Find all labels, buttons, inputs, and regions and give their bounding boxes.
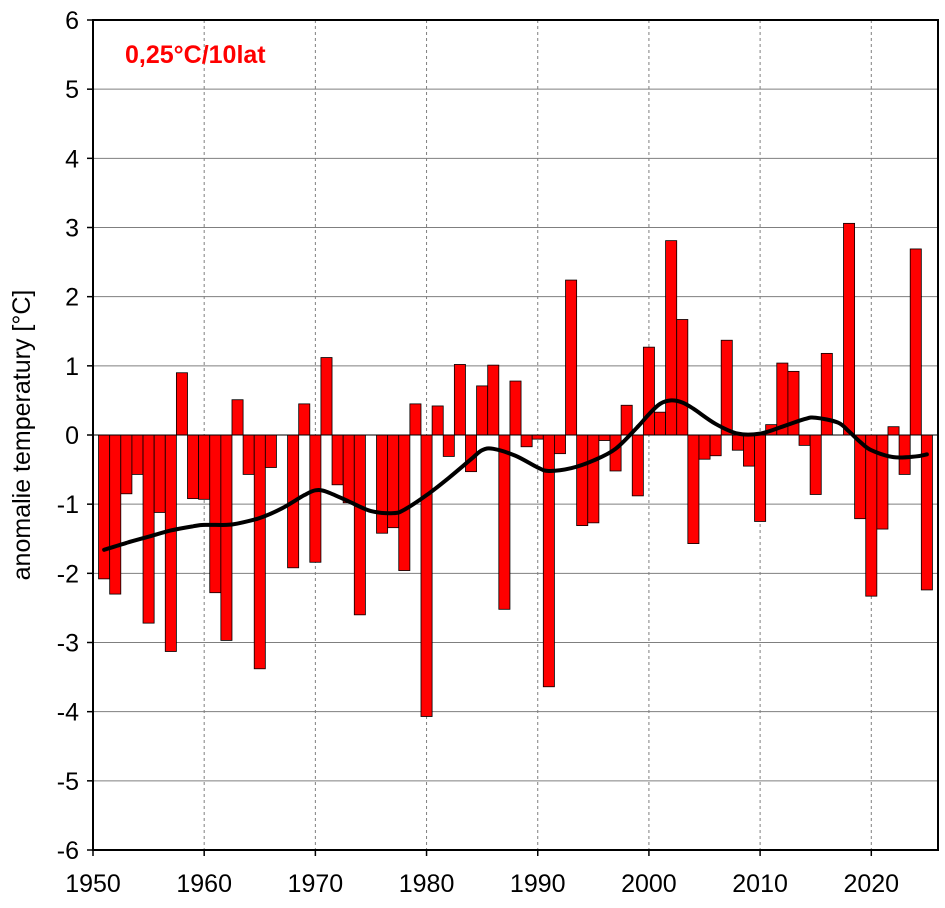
x-tick-label: 2010 bbox=[732, 870, 788, 898]
x-tick-label: 1980 bbox=[399, 870, 455, 898]
anomaly-bar bbox=[620, 404, 633, 436]
anomaly-bar bbox=[598, 434, 611, 441]
anomaly-bar bbox=[431, 405, 444, 436]
y-tick-label: -1 bbox=[57, 491, 79, 519]
anomaly-bar bbox=[743, 434, 755, 467]
anomaly-bar bbox=[120, 434, 133, 495]
y-tick-label: -3 bbox=[57, 630, 79, 658]
anomaly-bar bbox=[131, 434, 144, 475]
y-tick-label: -6 bbox=[57, 837, 79, 865]
anomaly-bar bbox=[164, 434, 177, 652]
anomaly-bar bbox=[242, 434, 255, 475]
anomaly-bar bbox=[142, 434, 155, 624]
y-tick-label: 5 bbox=[65, 76, 79, 104]
anomaly-bar bbox=[498, 434, 511, 610]
y-tick-label: -5 bbox=[57, 768, 79, 796]
y-tick-label: 0 bbox=[65, 422, 79, 450]
x-tick-label: 1950 bbox=[65, 870, 121, 898]
anomaly-bar bbox=[687, 434, 700, 544]
anomaly-bar bbox=[109, 434, 122, 595]
anomaly-bar bbox=[876, 434, 889, 530]
anomaly-bar bbox=[376, 434, 389, 534]
anomaly-bar bbox=[865, 434, 878, 597]
anomaly-bar bbox=[920, 434, 933, 591]
anomaly-bar bbox=[409, 403, 422, 436]
anomaly-bar bbox=[175, 372, 188, 436]
anomaly-bar bbox=[631, 434, 644, 497]
y-tick-label: 4 bbox=[65, 145, 79, 173]
anomaly-bar bbox=[698, 434, 711, 460]
anomaly-bar bbox=[98, 434, 111, 580]
anomaly-bar bbox=[509, 380, 522, 436]
x-tick-labels: 1950 1960 1970 1980 1990 2000 2010 2020 bbox=[65, 850, 899, 898]
anomaly-bar bbox=[298, 403, 311, 436]
anomaly-bar bbox=[264, 434, 277, 468]
anomaly-bar bbox=[565, 279, 578, 436]
anomaly-bar bbox=[587, 434, 600, 524]
x-tick-label: 1960 bbox=[176, 870, 232, 898]
y-tick-label: 1 bbox=[65, 353, 79, 381]
anomaly-bar bbox=[398, 434, 411, 571]
anomaly-bar bbox=[887, 426, 900, 436]
anomaly-bar bbox=[843, 222, 856, 436]
y-tick-label: 2 bbox=[65, 284, 79, 312]
anomaly-bar bbox=[665, 240, 678, 436]
y-tick-label: -2 bbox=[57, 560, 79, 588]
y-tick-labels: -6 -5 -4 -3 -2 -1 0 1 2 3 4 5 6 bbox=[57, 7, 93, 865]
x-tick-label: 1990 bbox=[510, 870, 566, 898]
anomaly-bar bbox=[554, 434, 566, 455]
y-tick-label: -4 bbox=[57, 699, 79, 727]
trend-line bbox=[102, 398, 929, 552]
trend-annotation: 0,25°C/10lat bbox=[125, 41, 266, 69]
anomaly-bar bbox=[342, 434, 355, 504]
anomaly-bar bbox=[754, 434, 767, 522]
anomaly-bar bbox=[642, 346, 655, 436]
anomaly-bar bbox=[198, 434, 211, 500]
anomaly-bar bbox=[676, 319, 689, 436]
anomaly-bar bbox=[820, 352, 833, 436]
anomaly-bar bbox=[809, 434, 822, 495]
anomaly-bar bbox=[220, 434, 233, 641]
anomaly-bar bbox=[320, 357, 333, 436]
anomaly-bar bbox=[209, 434, 222, 594]
anomaly-bar bbox=[731, 434, 744, 451]
anomaly-bar bbox=[476, 385, 489, 436]
x-tick-label: 2020 bbox=[843, 870, 899, 898]
anomaly-bar bbox=[231, 399, 244, 436]
anomaly-bar bbox=[420, 434, 433, 717]
anomaly-bar bbox=[453, 364, 466, 436]
y-tick-label: 3 bbox=[65, 215, 79, 243]
anomaly-bar bbox=[353, 434, 366, 616]
anomaly-bar bbox=[531, 434, 544, 440]
anomaly-bar bbox=[331, 434, 344, 486]
anomaly-bar bbox=[520, 434, 533, 448]
anomaly-bar bbox=[709, 434, 722, 457]
anomaly-bar bbox=[253, 434, 266, 670]
anomaly-bar bbox=[576, 434, 589, 527]
anomaly-bar bbox=[487, 364, 500, 436]
y-tick-label: 6 bbox=[65, 7, 79, 35]
anomaly-bar bbox=[798, 434, 811, 446]
anomaly-bar bbox=[909, 248, 922, 436]
y-axis-label: anomalie temperatury [°C] bbox=[8, 290, 36, 581]
x-tick-label: 1970 bbox=[288, 870, 344, 898]
anomaly-bar bbox=[187, 434, 200, 500]
anomaly-bar bbox=[442, 434, 455, 457]
anomaly-bar bbox=[720, 339, 733, 436]
anomaly-bar bbox=[309, 434, 322, 563]
x-tick-label: 2000 bbox=[621, 870, 677, 898]
anomaly-bar bbox=[654, 411, 666, 436]
anomaly-bar bbox=[898, 434, 911, 475]
anomaly-bar bbox=[153, 434, 166, 513]
